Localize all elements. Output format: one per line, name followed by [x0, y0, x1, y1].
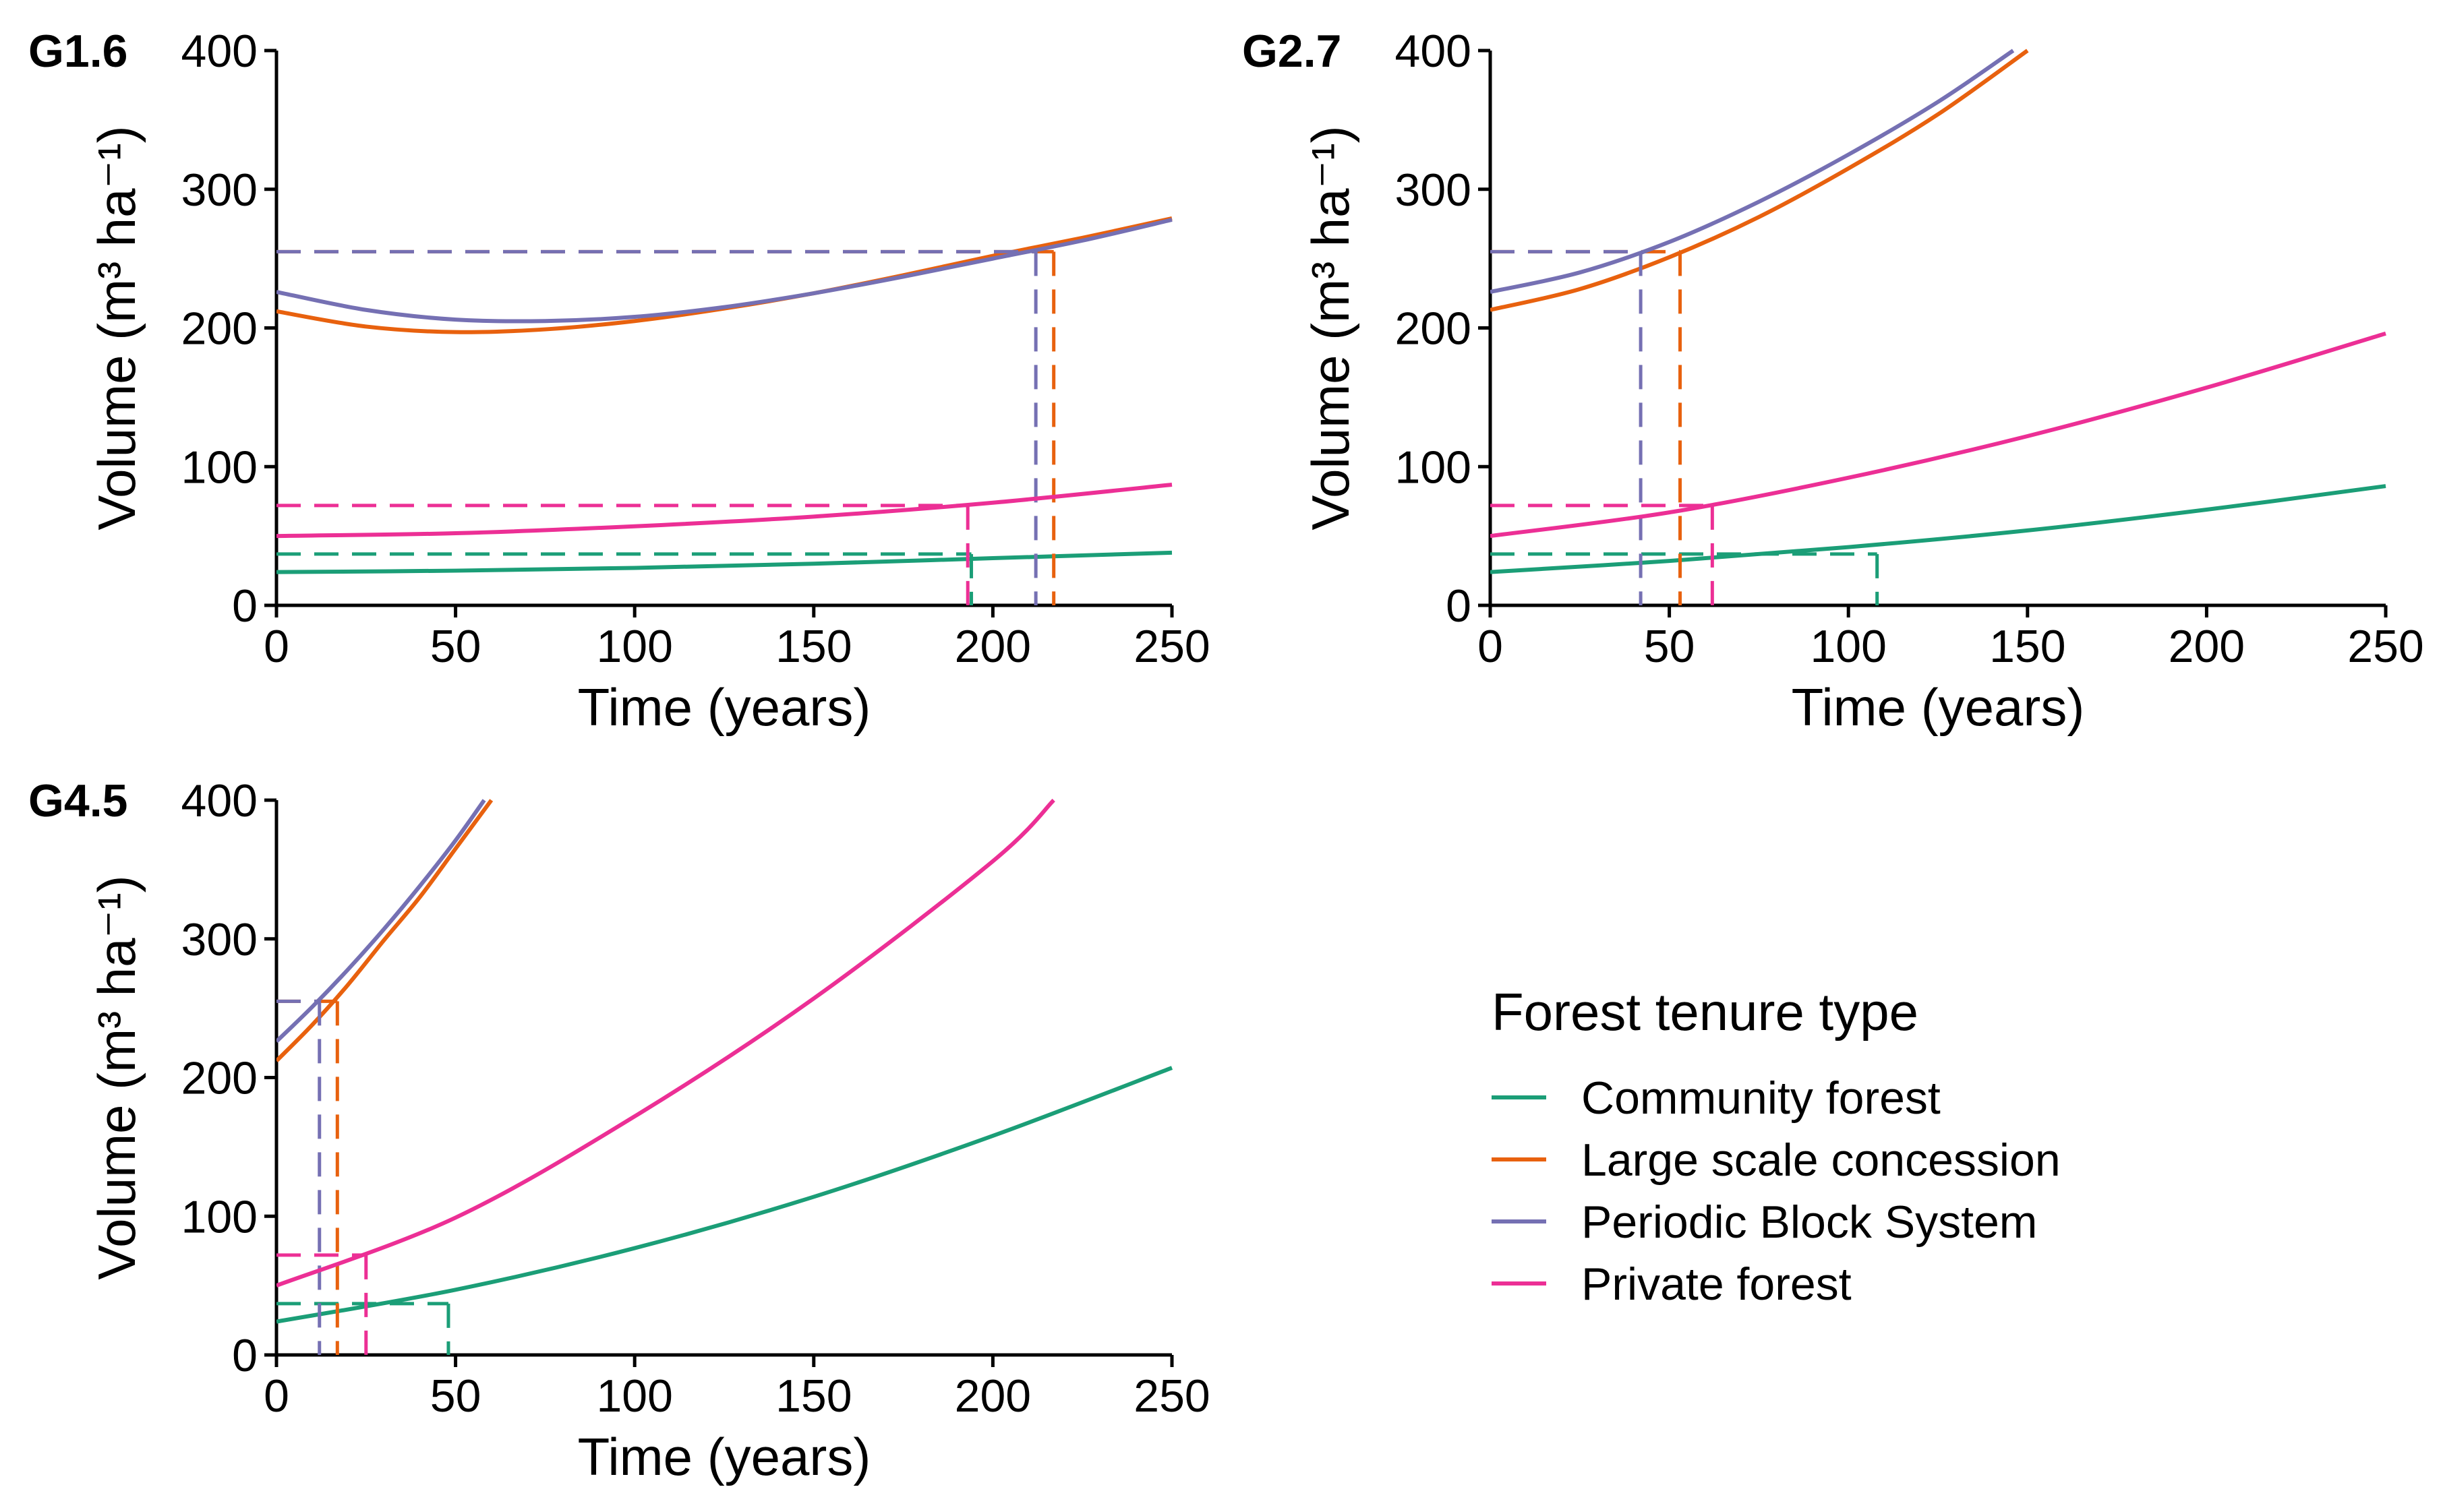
x-tick-label: 200	[955, 621, 1031, 672]
x-tick-label: 100	[1810, 621, 1886, 672]
x-tick-label: 200	[955, 1370, 1031, 1422]
panel-label: G4.5	[28, 775, 127, 826]
x-axis-title: Time (years)	[1792, 677, 2085, 737]
x-tick-label: 200	[2169, 621, 2245, 672]
x-tick-label: 150	[775, 621, 852, 672]
legend-label-community-forest: Community forest	[1581, 1072, 1941, 1124]
y-tick-label: 300	[1395, 164, 1471, 216]
legend-title: Forest tenure type	[1492, 982, 1918, 1041]
x-tick-label: 50	[1644, 621, 1695, 672]
y-tick-label: 400	[181, 26, 258, 77]
y-tick-label: 100	[1395, 442, 1471, 493]
y-axis-title: Volume (m³ ha⁻¹)	[87, 875, 146, 1279]
series-line-community-forest	[1490, 484, 2386, 574]
series-line-private-forest	[1490, 331, 2386, 539]
y-axis-title: Volume (m³ ha⁻¹)	[87, 125, 146, 530]
panel-g2-7: 0 100 200 300 400 0 50 100 150 200 250 Time (years)…	[1242, 26, 2424, 737]
x-tick-label: 150	[1989, 621, 2065, 672]
legend-label-periodic-block-system: Periodic Block System	[1581, 1197, 2037, 1248]
x-tick-label: 250	[1134, 621, 1210, 672]
series-line-periodic-block-system	[276, 218, 1173, 324]
panel-label: G1.6	[28, 26, 127, 77]
y-tick-label: 200	[181, 303, 258, 355]
x-tick-label: 50	[430, 621, 481, 672]
panel-label: G2.7	[1242, 26, 1341, 77]
series-line-periodic-block-system	[1490, 49, 2015, 294]
series-line-large-scale-concession	[1490, 49, 2029, 312]
series-line-periodic-block-system	[276, 799, 486, 1044]
y-tick-label: 400	[181, 775, 258, 826]
y-tick-label: 0	[232, 1330, 258, 1381]
panel-g1-6: 0 100 200 300 400 0 50 100 150 200 250 Time (years)…	[28, 26, 1210, 737]
legend-label-private-forest: Private forest	[1581, 1259, 1852, 1310]
y-axis-title: Volume (m³ ha⁻¹)	[1301, 125, 1360, 530]
y-tick-label: 0	[1446, 580, 1471, 632]
x-tick-label: 50	[430, 1370, 481, 1422]
x-tick-label: 0	[264, 1370, 289, 1422]
x-tick-label: 0	[264, 621, 289, 672]
series-line-community-forest	[276, 550, 1173, 574]
series-line-community-forest	[276, 1066, 1173, 1324]
x-tick-label: 150	[775, 1370, 852, 1422]
legend-label-large-scale-concession: Large scale concession	[1581, 1135, 2061, 1186]
y-tick-label: 100	[181, 442, 258, 493]
x-tick-label: 0	[1477, 621, 1503, 672]
x-tick-label: 250	[2347, 621, 2423, 672]
y-tick-label: 200	[1395, 303, 1471, 355]
y-tick-label: 400	[1395, 26, 1471, 77]
x-tick-label: 100	[596, 621, 672, 672]
series-line-private-forest	[276, 798, 1055, 1288]
x-tick-label: 100	[596, 1370, 672, 1422]
y-tick-label: 300	[181, 914, 258, 965]
y-tick-label: 300	[181, 164, 258, 216]
series-line-large-scale-concession	[276, 799, 494, 1062]
x-tick-label: 250	[1134, 1370, 1210, 1422]
x-axis-title: Time (years)	[578, 1427, 871, 1486]
y-tick-label: 100	[181, 1191, 258, 1242]
series-line-private-forest	[276, 483, 1173, 539]
y-tick-label: 0	[232, 580, 258, 632]
legend: Forest tenure type Community forest Larg…	[1492, 982, 2061, 1310]
x-axis-title: Time (years)	[578, 677, 871, 737]
y-tick-label: 200	[181, 1053, 258, 1104]
panel-g4-5: 0 100 200 300 400 0 50 100 150 200 250 Time (years)…	[28, 775, 1210, 1486]
